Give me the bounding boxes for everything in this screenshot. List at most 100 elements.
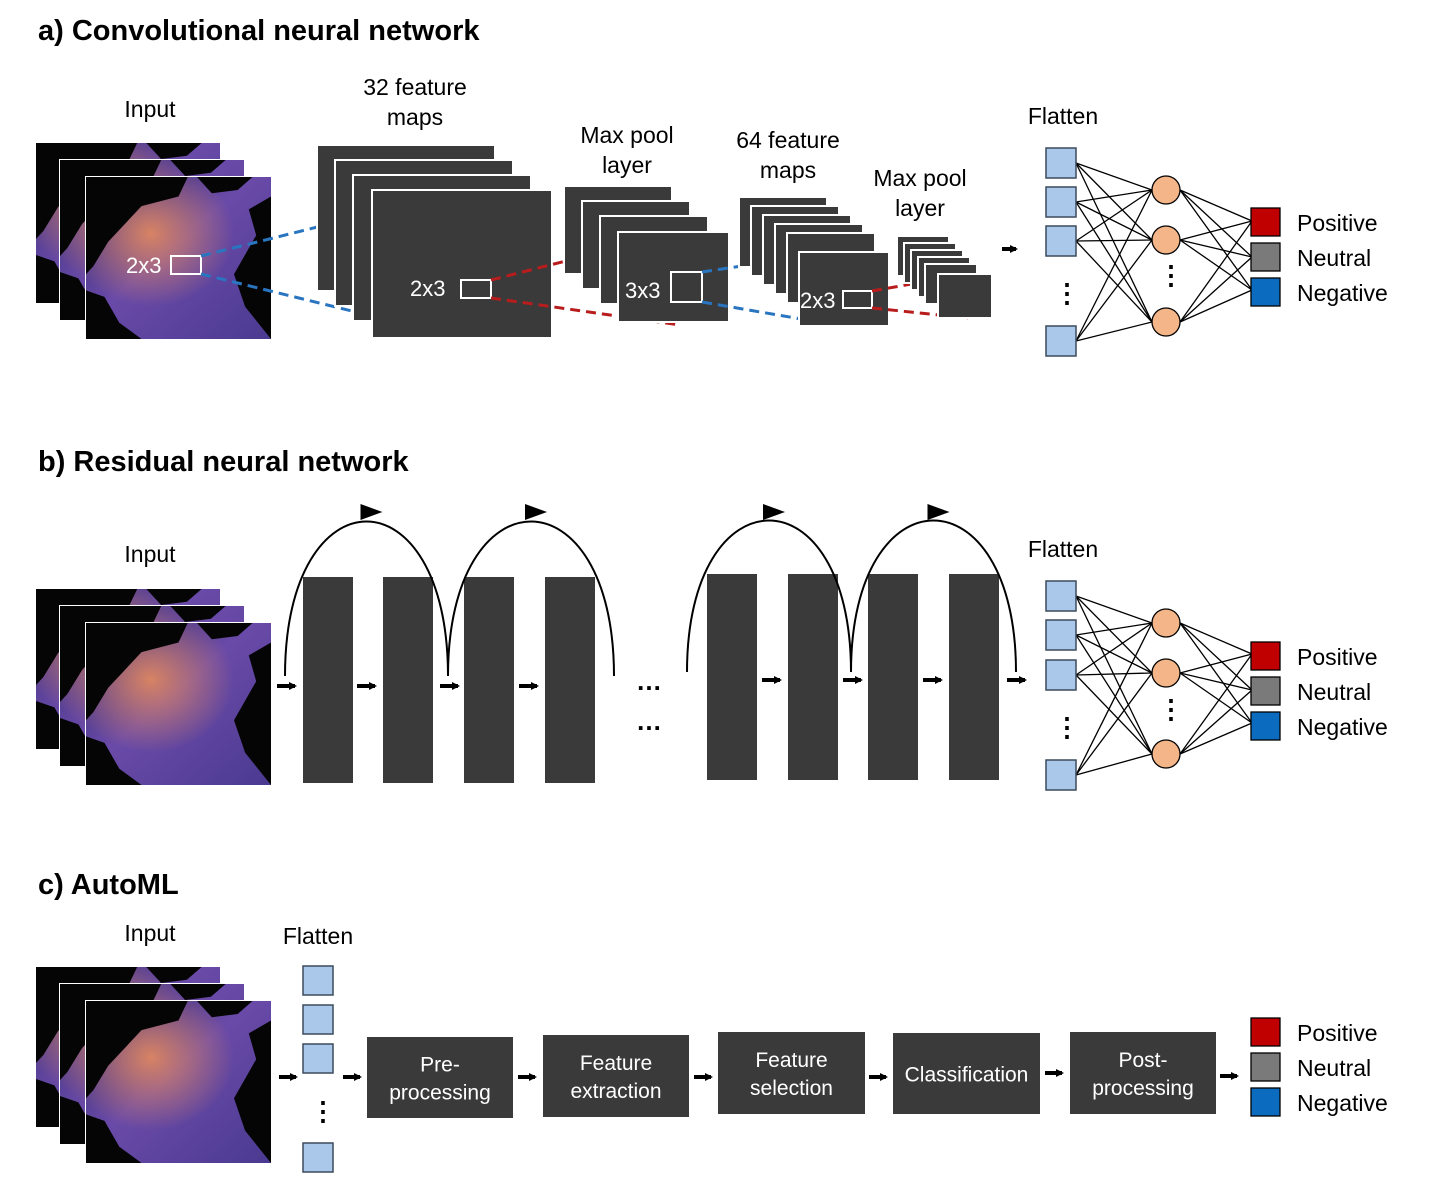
panel-b-legend: Positive Neutral Negative (1250, 641, 1388, 741)
skip-arrowhead-3 (763, 504, 785, 520)
panel-a-title: a) Convolutional neural network (38, 15, 480, 47)
edge-in-3-0 (1075, 189, 1153, 342)
flatten-node-1 (1045, 147, 1077, 179)
panel-b-flatten-label: Flatten (1028, 536, 1098, 562)
legend-swatch-neutral (1250, 1052, 1281, 1082)
pipeline-step-1 (367, 1037, 513, 1118)
panel-c-title: c) AutoML (38, 869, 179, 901)
skip-connection-1 (284, 520, 449, 677)
map-land-south-america (86, 736, 142, 785)
panel-c-flatten-label: Flatten (283, 923, 353, 949)
map-land-europe-africa (234, 196, 271, 339)
edge-in-2-1 (1075, 672, 1153, 676)
edge-in-1-1 (1075, 634, 1153, 674)
hidden-node-2 (1151, 225, 1181, 255)
legend-label-positive: Positive (1297, 210, 1378, 236)
edge-in-0-2 (1075, 162, 1153, 323)
panel-c-flatten-nodes (302, 965, 334, 1173)
flatten-node-2 (302, 1004, 334, 1035)
map-land-greenland (197, 177, 253, 194)
panel-a-dense-network (1045, 147, 1253, 357)
legend-label-neutral: Neutral (1297, 679, 1371, 705)
map-land-greenland (197, 1001, 253, 1018)
panel-a-conv2-kernel-label: 2x3 (800, 288, 835, 313)
edge-in-3-0 (1075, 622, 1153, 776)
panel-b-ellipsis-top: … (636, 666, 662, 696)
panel-b: b) Residual neural network Input … … Fla… (35, 446, 1388, 791)
edge-out-0-1 (1179, 622, 1253, 691)
legend-swatch-negative (1250, 1087, 1281, 1117)
edge-in-1-0 (1075, 189, 1153, 203)
legend-label-negative: Negative (1297, 280, 1388, 306)
edge-in-0-0 (1075, 595, 1153, 624)
hidden-node-1 (1151, 608, 1181, 638)
panel-a-pool1-label-1: Max pool (580, 122, 673, 148)
panel-a-pool1-label-2: layer (602, 152, 652, 178)
edge-in-3-2 (1075, 753, 1153, 776)
map-land-greenland (170, 606, 226, 622)
panel-a-legend: Positive Neutral Negative (1250, 207, 1388, 307)
panel-a-input-maps (35, 142, 272, 340)
panel-a-proj-line-2 (200, 272, 463, 340)
flatten-node-1 (302, 965, 334, 996)
panel-a-conv2-label-1: 64 feature (736, 127, 840, 153)
map-land-europe-africa (234, 1020, 271, 1163)
panel-a-input-kernel-box (170, 255, 202, 275)
panel-a-conv1-kernel-box (460, 279, 492, 299)
edge-out-2-0 (1179, 220, 1253, 323)
panel-c-legend: Positive Neutral Negative (1250, 1017, 1388, 1117)
legend-label-positive: Positive (1297, 644, 1378, 670)
skip-arrowhead-2 (525, 504, 547, 520)
panel-b-title: b) Residual neural network (38, 446, 409, 478)
edge-in-0-1 (1075, 162, 1153, 241)
panel-a-conv1-kernel-label: 2x3 (410, 276, 445, 301)
hidden-node-3 (1151, 739, 1181, 769)
edge-out-2-0 (1179, 653, 1253, 755)
hidden-node-3 (1151, 307, 1181, 337)
map-land-north-america (86, 177, 188, 275)
res-layer-8 (949, 574, 999, 780)
flatten-node-4 (1045, 325, 1077, 357)
skip-connection-3 (686, 519, 852, 673)
edge-in-1-2 (1075, 201, 1153, 323)
map-land-europe-africa (234, 642, 271, 785)
panel-a-conv1-label-2: maps (387, 104, 443, 130)
panel-a-conv2-label-2: maps (760, 157, 816, 183)
legend-swatch-negative (1250, 711, 1281, 741)
res-layer-5 (707, 574, 757, 780)
edge-out-2-2 (1179, 722, 1253, 755)
map-land-greenland (146, 589, 202, 605)
res-layer-6 (788, 574, 838, 780)
legend-label-neutral: Neutral (1297, 1055, 1371, 1081)
panel-a: a) Convolutional neural network Input 2x… (35, 15, 1388, 357)
panel-a-pool2-label-2: layer (895, 195, 945, 221)
flatten-node-1 (1045, 580, 1077, 612)
edge-in-0-0 (1075, 162, 1153, 191)
legend-swatch-neutral (1250, 676, 1281, 706)
edge-out-1-2 (1179, 239, 1253, 291)
panel-b-input-maps (35, 588, 272, 786)
panel-b-input-label: Input (124, 541, 176, 567)
panel-b-residual-blocks (277, 504, 1027, 783)
pipeline-step-2-line2: extraction (570, 1080, 661, 1103)
skip-arrowhead-4 (927, 504, 950, 520)
panel-a-pool1-stack (563, 185, 730, 323)
edge-in-1-0 (1075, 622, 1153, 636)
edge-in-2-2 (1075, 674, 1153, 755)
panel-a-conv1-label-1: 32 feature (363, 74, 467, 100)
edge-in-3-1 (1075, 239, 1153, 342)
pipeline-step-3-line2: selection (750, 1077, 833, 1100)
input-map-3 (85, 622, 272, 786)
map-land-north-america (86, 623, 188, 721)
edge-in-0-2 (1075, 595, 1153, 755)
res-layer-7 (868, 574, 918, 780)
edge-out-2-1 (1179, 256, 1253, 323)
edge-out-1-0 (1179, 653, 1253, 674)
panel-a-input-label: Input (124, 96, 176, 122)
legend-label-neutral: Neutral (1297, 245, 1371, 271)
pipeline-step-1-line1: Pre- (420, 1054, 460, 1077)
panel-a-flatten-vdots: ⋮ (1054, 278, 1080, 308)
edge-out-2-1 (1179, 689, 1253, 755)
map-land-south-america (86, 1114, 142, 1163)
flatten-node-3 (1045, 225, 1077, 257)
